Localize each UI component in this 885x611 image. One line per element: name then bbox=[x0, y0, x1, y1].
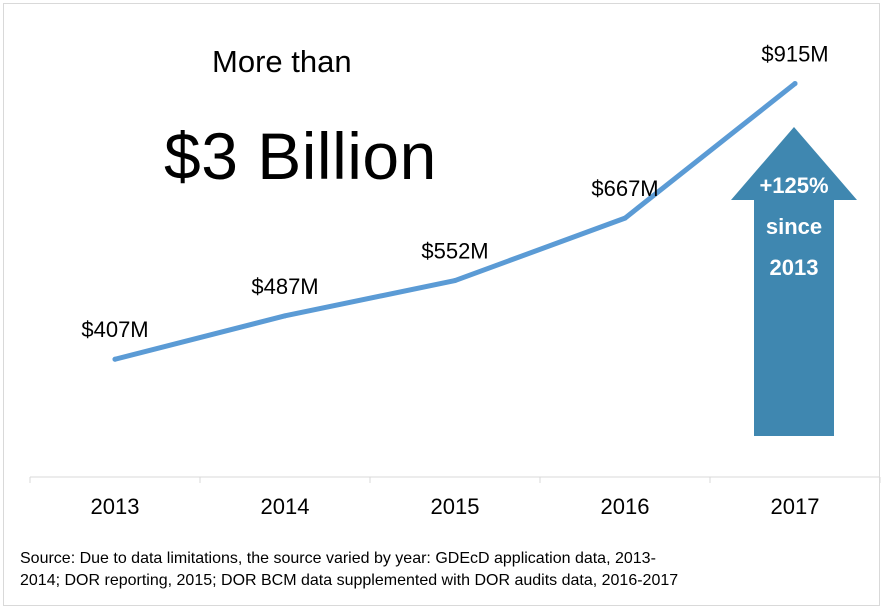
headline-3-billion: $3 Billion bbox=[164, 119, 437, 193]
growth-arrow-icon bbox=[731, 127, 857, 436]
x-tick-label: 2013 bbox=[91, 494, 140, 519]
source-note-line: 2014; DOR reporting, 2015; DOR BCM data … bbox=[20, 572, 679, 589]
callout-text: since bbox=[766, 214, 822, 239]
data-label: $487M bbox=[251, 274, 318, 299]
x-tick-label: 2014 bbox=[261, 494, 310, 519]
headline-more-than: More than bbox=[212, 44, 352, 79]
x-tick-label: 2016 bbox=[601, 494, 650, 519]
data-point bbox=[622, 215, 628, 221]
chart-frame bbox=[3, 3, 880, 606]
callout-text: +125% bbox=[759, 173, 828, 198]
source-note: Source: Due to data limitations, the sou… bbox=[20, 548, 870, 592]
data-point bbox=[792, 81, 798, 87]
data-point bbox=[452, 278, 458, 284]
data-label: $667M bbox=[591, 176, 658, 201]
data-label: $552M bbox=[421, 239, 488, 264]
x-tick-label: 2017 bbox=[771, 494, 820, 519]
callout-text: 2013 bbox=[770, 255, 819, 280]
data-label: $407M bbox=[81, 317, 148, 342]
data-point bbox=[112, 356, 118, 362]
data-label: $915M bbox=[761, 42, 828, 67]
source-note-line: Source: Due to data limitations, the sou… bbox=[20, 550, 656, 567]
data-point bbox=[282, 313, 288, 319]
x-tick-label: 2015 bbox=[431, 494, 480, 519]
